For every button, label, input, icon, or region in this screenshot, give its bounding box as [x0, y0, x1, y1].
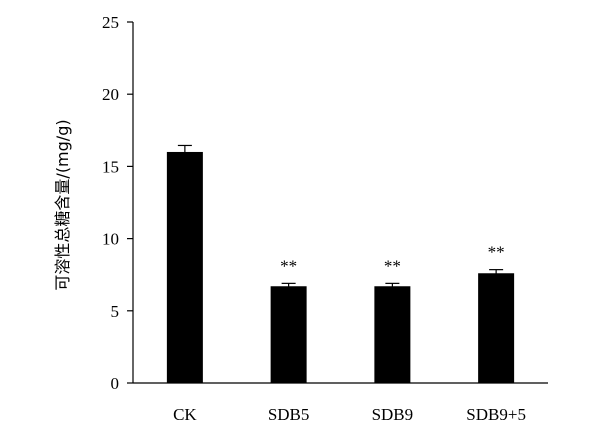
- x-tick-label: SDB5: [268, 405, 310, 424]
- y-tick-label: 25: [102, 13, 119, 32]
- y-axis-label: 可溶性总糖含量/(mg/g): [53, 119, 72, 290]
- significance-label: **: [384, 256, 401, 275]
- significance-label: **: [280, 256, 297, 275]
- x-tick-label: SDB9+5: [466, 405, 526, 424]
- bar: [478, 273, 515, 383]
- y-axis-ticks: 0 5 10 15 20 25: [102, 13, 133, 393]
- y-tick-label: 0: [111, 374, 120, 393]
- bar: [270, 286, 307, 383]
- significance-label: **: [488, 243, 505, 262]
- y-tick-label: 20: [102, 85, 119, 104]
- error-bars: [177, 144, 504, 290]
- y-tick-label: 5: [111, 302, 120, 321]
- bar: [166, 151, 203, 383]
- bars: [166, 151, 515, 383]
- x-tick-label: SDB9: [372, 405, 414, 424]
- significance-labels: ** ** **: [280, 243, 505, 276]
- x-axis-labels: CK SDB5 SDB9 SDB9+5: [173, 405, 526, 424]
- x-tick-label: CK: [173, 405, 197, 424]
- y-tick-label: 10: [102, 230, 119, 249]
- bar: [374, 286, 411, 383]
- y-tick-label: 15: [102, 157, 119, 176]
